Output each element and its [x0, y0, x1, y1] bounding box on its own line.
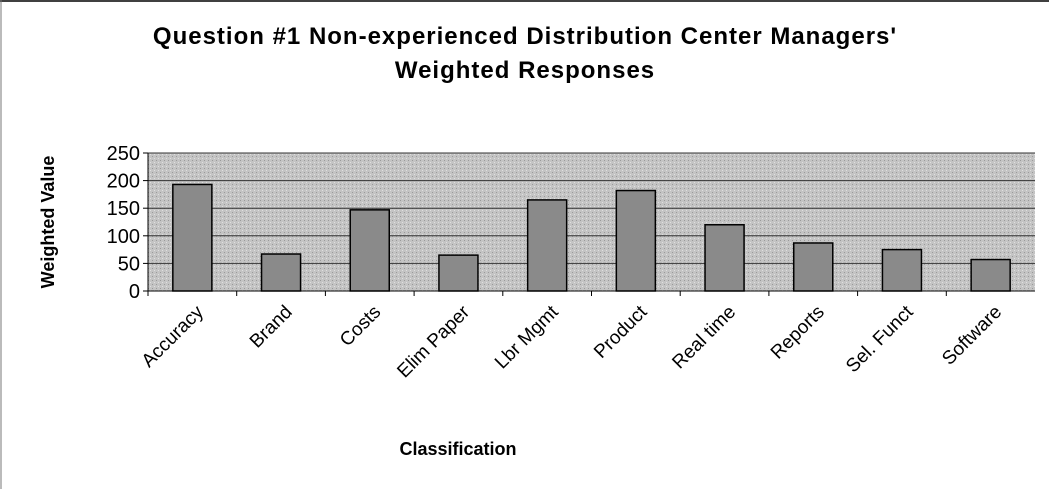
bar	[881, 248, 923, 292]
y-axis-label: Weighted Value	[38, 156, 58, 289]
bar	[438, 254, 479, 292]
chart-title: Question #1 Non-experienced Distribution…	[152, 23, 898, 84]
bar	[615, 189, 657, 292]
bar	[704, 224, 745, 292]
x-tick-label: Costs	[336, 302, 385, 351]
x-tick-label: Accuracy	[138, 301, 208, 371]
title-box: Question #1 Non-experienced Distribution…	[152, 23, 898, 84]
bar	[260, 253, 302, 292]
bar	[792, 242, 834, 292]
x-tick-label: Elim Paper	[393, 301, 474, 382]
x-tick-label: Sel. Funct	[842, 301, 918, 377]
y-tick-label: 0	[129, 281, 140, 303]
x-tick-label: Lbr Mgmt	[491, 301, 563, 373]
bar	[970, 258, 1011, 292]
x-tick-label: Brand	[246, 302, 297, 353]
y-tick-label: 150	[107, 198, 140, 220]
x-tick-label: Reports	[767, 302, 829, 364]
x-axis-label: Classification	[399, 439, 516, 459]
x-tick-label: Real time	[668, 302, 740, 374]
bar	[349, 209, 391, 292]
y-tick-label: 50	[118, 253, 140, 275]
x-tick-label: Software	[938, 302, 1006, 370]
bar	[172, 183, 213, 292]
x-tick-label: Product	[590, 301, 652, 363]
y-tick-label: 200	[107, 171, 140, 193]
bar	[526, 199, 568, 292]
y-tick-label: 250	[107, 143, 140, 165]
y-tick-label: 100	[107, 226, 140, 248]
